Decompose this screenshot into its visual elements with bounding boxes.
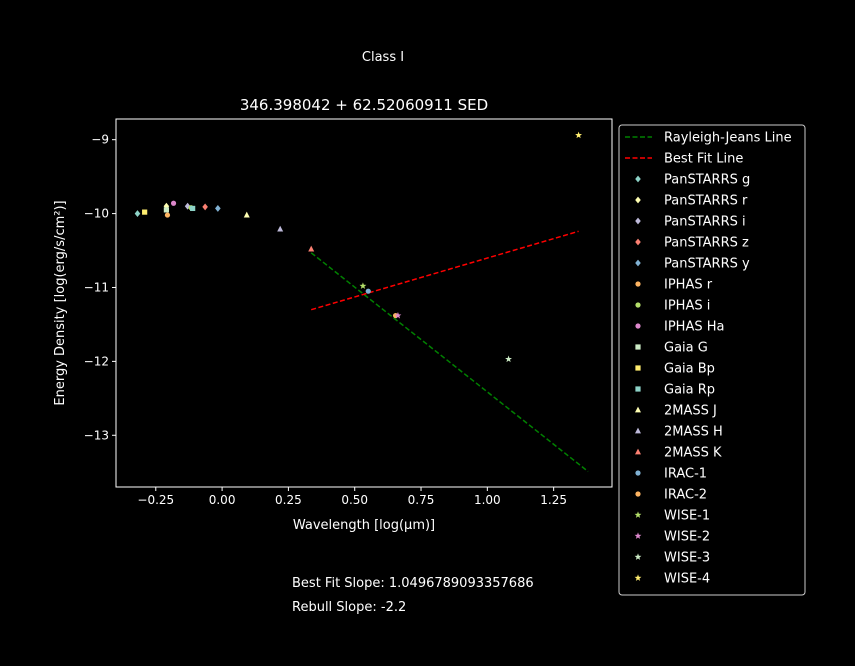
- legend-label: 2MASS J: [664, 404, 717, 419]
- point-wise-4: [575, 131, 582, 139]
- point-panstarrs-z: [202, 203, 208, 211]
- legend-swatch-2mass-h: [635, 427, 641, 434]
- legend-swatch-2mass-k: [635, 448, 641, 455]
- plot-frame: [115, 118, 613, 488]
- legend: Rayleigh-Jeans Line Best Fit Line PanSTARR…: [618, 124, 806, 596]
- rayleigh-jeans-line: [310, 252, 589, 473]
- point-panstarrs-y: [215, 205, 221, 212]
- best-fit-line: [310, 230, 579, 311]
- legend-label: WISE-1: [664, 509, 710, 524]
- point-wise-2: [394, 311, 402, 319]
- legend-label: IRAC-2: [664, 488, 707, 503]
- plot-area: [134, 131, 589, 473]
- point-panstarrs-i: [184, 202, 191, 210]
- legend-label: IPHAS Ha: [664, 320, 724, 335]
- legend-swatch-panstarrs-r: [635, 196, 641, 204]
- point-wise-3: [505, 355, 512, 363]
- point-wise-1: [359, 282, 367, 289]
- legend-label: 2MASS H: [664, 425, 723, 440]
- legend-swatch-panstarrs-i: [635, 217, 641, 225]
- legend-label: PanSTARRS y: [664, 257, 750, 272]
- best-fit-slope-note: Best Fit Slope: 1.0496789093357686: [292, 576, 534, 591]
- legend-label: IPHAS r: [664, 278, 713, 293]
- point-panstarrs-g: [134, 210, 141, 217]
- legend-swatch-wise-2: [634, 532, 642, 539]
- legend-label: IPHAS i: [664, 299, 710, 314]
- legend-swatch-panstarrs-g: [635, 175, 641, 183]
- legend-swatch-irac-1: [635, 470, 641, 476]
- legend-swatch-wise-3: [634, 553, 642, 560]
- x-tick-label: 1.25: [540, 493, 567, 507]
- x-tick-label: 1.00: [474, 493, 501, 507]
- y-axis-label: Energy Density [log(erg/s/cm²)]: [53, 200, 68, 405]
- point-irac-1: [365, 288, 371, 294]
- legend-swatch-iphas-i: [635, 302, 641, 308]
- x-tick-label: 0.50: [341, 493, 368, 507]
- point-2mass-h: [277, 225, 284, 232]
- legend-swatch-wise-4: [634, 574, 642, 581]
- y-tick-label: −13: [84, 428, 109, 442]
- y-tick-label: −12: [84, 354, 109, 368]
- legend-swatch-gaia-rp: [635, 386, 641, 392]
- legend-swatch-panstarrs-z: [635, 238, 641, 246]
- rebull-slope-note: Rebull Slope: -2.2: [292, 600, 407, 615]
- point-2mass-k: [308, 245, 315, 252]
- legend-label: Rayleigh-Jeans Line: [664, 131, 792, 146]
- x-axis-label: Wavelength [log(μm)]: [293, 518, 435, 533]
- legend-box: [618, 124, 806, 596]
- legend-label: Best Fit Line: [664, 152, 743, 167]
- x-tick-label: 0.00: [209, 493, 236, 507]
- legend-swatch-gaia-g: [635, 344, 641, 350]
- legend-label: Gaia Rp: [664, 383, 715, 398]
- legend-label: WISE-2: [664, 530, 710, 545]
- legend-swatch-irac-2: [635, 491, 641, 497]
- legend-swatch-iphas-r: [635, 281, 641, 287]
- point-gaia-bp: [142, 209, 148, 215]
- point-iphas-ha: [170, 200, 177, 206]
- x-tick-label: 0.75: [408, 493, 435, 507]
- legend-label: WISE-3: [664, 551, 710, 566]
- y-tick-label: −9: [91, 133, 109, 147]
- legend-label: PanSTARRS r: [664, 194, 748, 209]
- y-tick-label: −10: [84, 207, 109, 221]
- legend-swatch-wise-1: [634, 511, 642, 518]
- legend-swatch-iphas-ha: [635, 323, 641, 329]
- y-tick-label: −11: [84, 280, 109, 294]
- legend-swatch-gaia-bp: [635, 365, 641, 371]
- legend-label: Gaia Bp: [664, 362, 715, 377]
- point-2mass-j: [243, 211, 250, 218]
- legend-label: PanSTARRS i: [664, 215, 746, 230]
- x-tick-label: −0.25: [137, 493, 174, 507]
- chart-title: 346.398042 + 62.52060911 SED: [240, 96, 488, 114]
- legend-label: 2MASS K: [664, 446, 722, 461]
- legend-label: Gaia G: [664, 341, 708, 356]
- suptitle: Class I: [362, 50, 404, 65]
- legend-swatch-panstarrs-y: [635, 259, 641, 267]
- legend-label: IRAC-1: [664, 467, 707, 482]
- legend-label: PanSTARRS z: [664, 236, 749, 251]
- x-tick-label: 0.25: [275, 493, 302, 507]
- point-iphas-r: [164, 212, 171, 218]
- point-gaia-g: [163, 207, 169, 213]
- legend-swatch-2mass-j: [635, 406, 641, 413]
- legend-label: PanSTARRS g: [664, 173, 750, 188]
- point-gaia-rp: [190, 205, 196, 212]
- legend-label: WISE-4: [664, 572, 710, 587]
